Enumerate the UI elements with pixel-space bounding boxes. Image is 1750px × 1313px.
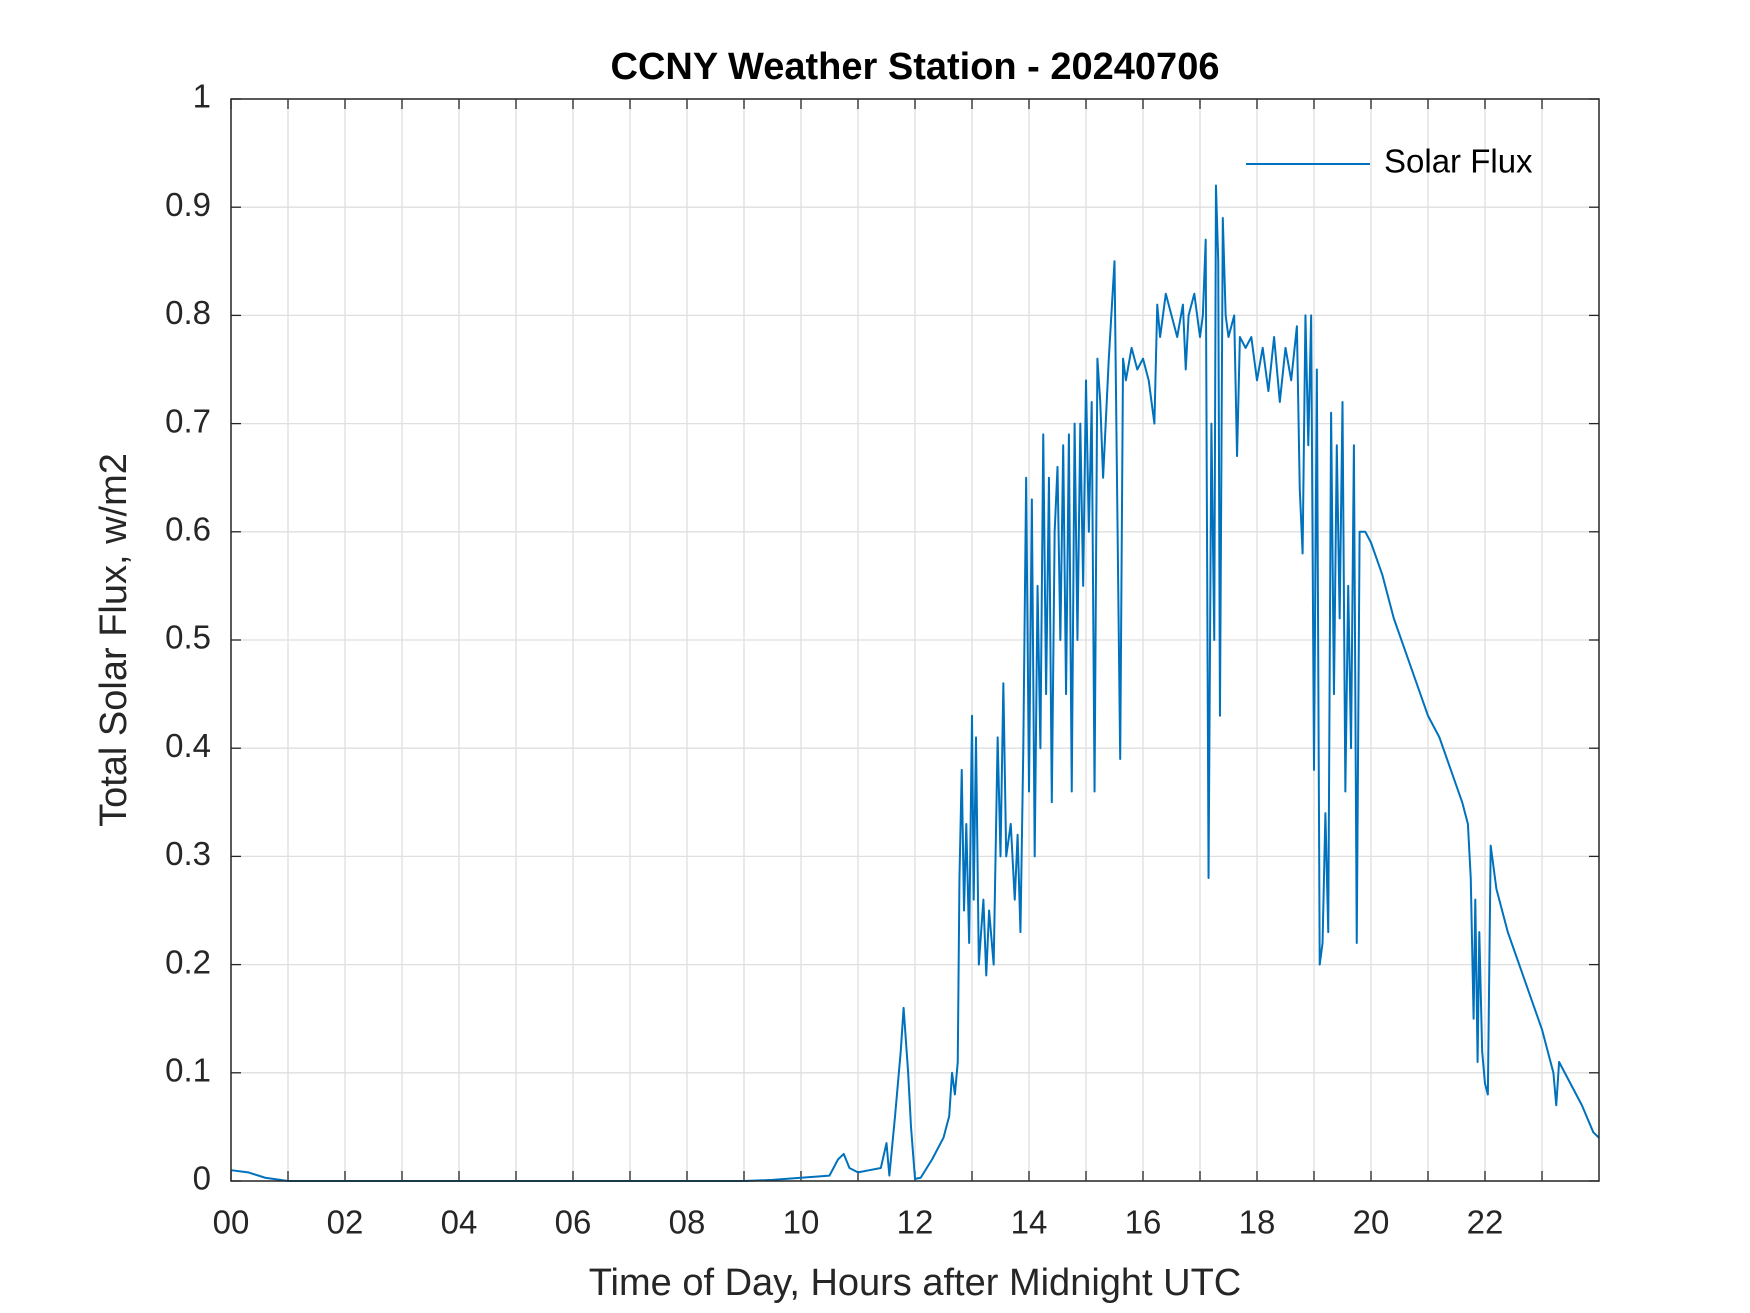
x-tick-label: 18 (1239, 1204, 1276, 1241)
y-tick-label: 0.3 (165, 835, 211, 872)
y-tick-label: 0.6 (165, 511, 211, 548)
x-tick-label: 02 (327, 1204, 364, 1241)
y-tick-label: 0.5 (165, 619, 211, 656)
y-tick-label: 0.9 (165, 186, 211, 223)
chart-title: CCNY Weather Station - 20240706 (611, 46, 1220, 88)
x-tick-label: 04 (441, 1204, 478, 1241)
x-tick-label: 16 (1125, 1204, 1162, 1241)
x-tick-label: 12 (897, 1204, 934, 1241)
x-tick-label: 20 (1353, 1204, 1390, 1241)
x-axis-label: Time of Day, Hours after Midnight UTC (589, 1262, 1242, 1304)
y-axis-label: Total Solar Flux, w/m2 (93, 453, 135, 827)
x-tick-label: 10 (783, 1204, 820, 1241)
y-tick-label: 1 (193, 78, 211, 115)
x-tick-label: 14 (1011, 1204, 1048, 1241)
x-tick-label: 00 (213, 1204, 250, 1241)
x-tick-label: 08 (669, 1204, 706, 1241)
y-tick-label: 0.7 (165, 402, 211, 439)
x-tick-label: 06 (555, 1204, 592, 1241)
y-tick-label: 0.8 (165, 294, 211, 331)
y-tick-label: 0.1 (165, 1052, 211, 1089)
x-tick-label: 22 (1467, 1204, 1504, 1241)
plot-frame (230, 98, 1600, 1182)
y-tick-label: 0.4 (165, 727, 211, 764)
y-tick-label: 0 (193, 1160, 211, 1197)
legend-label: Solar Flux (1384, 143, 1533, 180)
data-line (230, 184, 1600, 1182)
y-tick-label: 0.2 (165, 943, 211, 980)
